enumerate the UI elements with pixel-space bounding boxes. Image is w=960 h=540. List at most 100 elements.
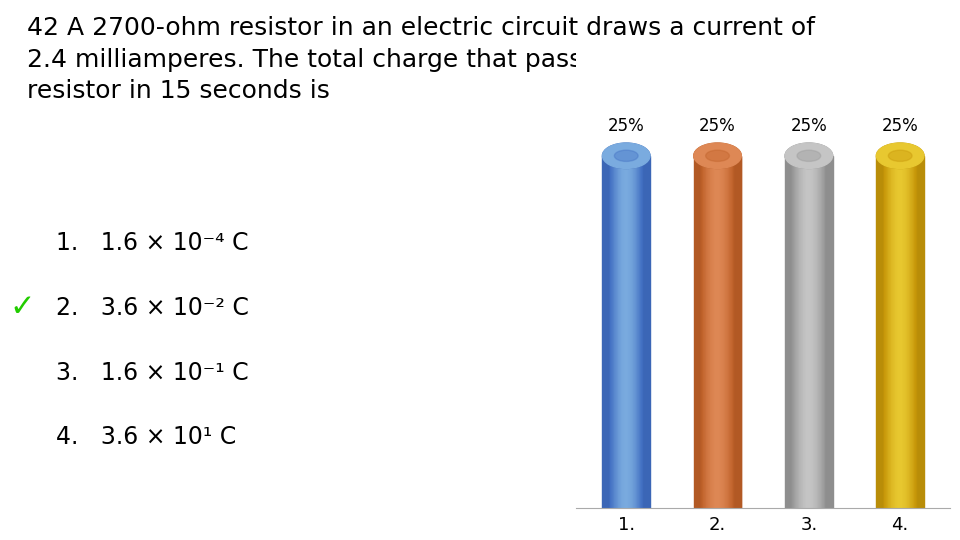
Bar — [729, 156, 730, 508]
Ellipse shape — [694, 143, 741, 168]
Bar — [786, 156, 787, 508]
Bar — [795, 156, 796, 508]
Bar — [619, 156, 620, 508]
Bar — [699, 156, 700, 508]
Bar — [643, 156, 644, 508]
Bar — [794, 156, 795, 508]
Bar — [695, 156, 696, 508]
Text: 4.   3.6 × 10¹ C: 4. 3.6 × 10¹ C — [56, 426, 236, 449]
Bar — [821, 156, 822, 508]
Text: 25%: 25% — [790, 117, 828, 134]
Bar — [707, 156, 708, 508]
Bar — [639, 156, 640, 508]
Bar — [627, 156, 628, 508]
Bar — [648, 156, 649, 508]
Bar — [708, 156, 709, 508]
Bar — [711, 156, 712, 508]
Bar — [791, 156, 792, 508]
Bar — [608, 156, 609, 508]
Bar — [699, 156, 700, 508]
Bar — [881, 156, 882, 508]
Bar — [880, 156, 881, 508]
Bar — [831, 156, 832, 508]
Bar — [825, 156, 826, 508]
Bar — [612, 156, 613, 508]
Bar — [814, 156, 815, 508]
Ellipse shape — [603, 143, 650, 168]
Text: 1.   1.6 × 10⁻⁴ C: 1. 1.6 × 10⁻⁴ C — [56, 231, 249, 255]
Ellipse shape — [785, 143, 832, 168]
Bar — [631, 156, 632, 508]
Bar — [800, 156, 801, 508]
Bar — [740, 156, 741, 508]
Bar — [724, 156, 725, 508]
Bar — [616, 156, 617, 508]
Bar — [892, 156, 893, 508]
Bar — [708, 156, 709, 508]
Bar — [649, 156, 650, 508]
Bar — [898, 156, 899, 508]
Bar — [730, 156, 731, 508]
Text: 25%: 25% — [608, 117, 644, 134]
Ellipse shape — [603, 143, 650, 168]
Bar — [623, 156, 624, 508]
Bar — [800, 156, 802, 508]
Bar — [700, 156, 701, 508]
Bar — [913, 156, 914, 508]
Ellipse shape — [785, 143, 832, 168]
Bar — [607, 156, 608, 508]
Text: ✓: ✓ — [10, 293, 36, 322]
Bar — [624, 156, 625, 508]
Bar — [796, 156, 797, 508]
Bar — [895, 156, 896, 508]
Bar — [733, 156, 734, 508]
Bar — [824, 156, 825, 508]
Bar — [606, 156, 607, 508]
Bar — [922, 156, 923, 508]
Bar — [735, 156, 736, 508]
Bar — [645, 156, 646, 508]
Bar — [915, 156, 916, 508]
Bar — [736, 156, 737, 508]
Bar — [632, 156, 633, 508]
Bar — [635, 156, 636, 508]
Bar — [829, 156, 830, 508]
Bar — [643, 156, 644, 508]
Bar — [810, 156, 811, 508]
Bar — [697, 156, 698, 508]
Bar — [878, 156, 879, 508]
Bar — [905, 156, 906, 508]
Bar — [604, 156, 605, 508]
Bar — [727, 156, 728, 508]
Bar — [807, 156, 808, 508]
Bar — [614, 156, 615, 508]
Bar — [731, 156, 732, 508]
Ellipse shape — [614, 150, 638, 161]
Bar — [613, 156, 614, 508]
Bar — [901, 156, 902, 508]
Bar — [883, 156, 884, 508]
Bar — [637, 156, 638, 508]
Bar — [809, 156, 810, 508]
Bar — [625, 156, 626, 508]
Bar — [814, 156, 815, 508]
Ellipse shape — [876, 143, 924, 168]
Bar — [893, 156, 894, 508]
Bar — [802, 156, 803, 508]
Ellipse shape — [797, 150, 821, 161]
Bar — [646, 156, 647, 508]
Bar — [635, 156, 636, 508]
Bar — [642, 156, 643, 508]
Bar — [879, 156, 880, 508]
Bar — [630, 156, 631, 508]
Bar — [610, 156, 611, 508]
Bar — [910, 156, 911, 508]
Bar — [702, 156, 703, 508]
Bar — [901, 156, 902, 508]
Bar — [909, 156, 910, 508]
Text: 3.   1.6 × 10⁻¹ C: 3. 1.6 × 10⁻¹ C — [56, 361, 249, 384]
Bar — [722, 156, 723, 508]
Bar — [728, 156, 729, 508]
Text: 25%: 25% — [699, 117, 736, 134]
Bar — [823, 156, 824, 508]
